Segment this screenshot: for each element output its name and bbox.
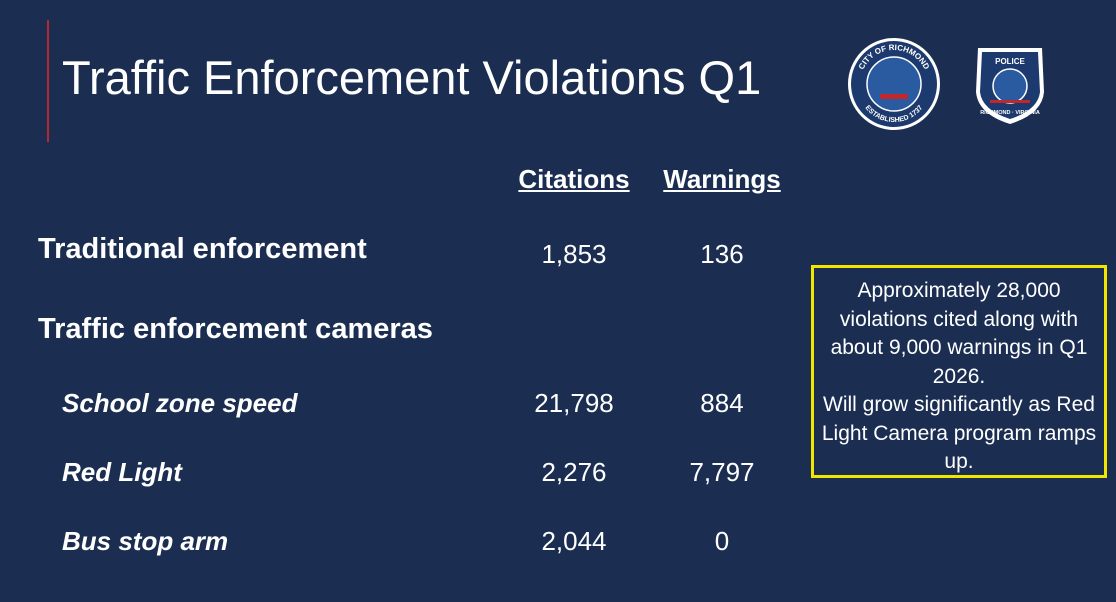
warnings-value: 7,797: [689, 457, 755, 487]
callout-text: Will grow significantly as Red Light Cam…: [821, 393, 1097, 473]
seal-stripe: [880, 94, 908, 99]
badge-bottom-label: RICHMOND · VIRGINIA: [980, 110, 1040, 116]
citations-value: 2,276: [541, 457, 607, 487]
row-label: Traditional enforcement: [38, 233, 367, 265]
citations-value: 2,044: [541, 526, 607, 556]
row-label: Bus stop arm: [62, 526, 229, 556]
callout-text: Approximately 28,000 violations cited al…: [830, 279, 1088, 388]
column-header: Citations: [518, 164, 630, 194]
citations-value: 21,798: [534, 388, 614, 418]
warnings-value: 136: [700, 239, 744, 269]
city-seal: CITY OF RICHMOND ESTABLISHED 1737: [848, 38, 940, 130]
warnings-value: 884: [700, 388, 744, 418]
section-label: Traffic enforcement cameras: [38, 313, 433, 345]
callout-box: Approximately 28,000 violations cited al…: [811, 265, 1107, 478]
badge-top-label: POLICE: [995, 57, 1025, 66]
police-badge: POLICE RICHMOND · VIRGINIA: [976, 48, 1044, 124]
badge-stripe: [990, 100, 1030, 103]
seal-center: [866, 56, 922, 112]
citations-value: 1,853: [541, 239, 607, 269]
row-label: Red Light: [62, 457, 182, 487]
column-header: Warnings: [663, 164, 781, 194]
slide-title: Traffic Enforcement Violations Q1: [62, 51, 762, 104]
badge-center: [992, 68, 1028, 104]
row-label: School zone speed: [62, 388, 298, 418]
accent-line: [47, 20, 49, 142]
warnings-value: 0: [714, 526, 730, 556]
